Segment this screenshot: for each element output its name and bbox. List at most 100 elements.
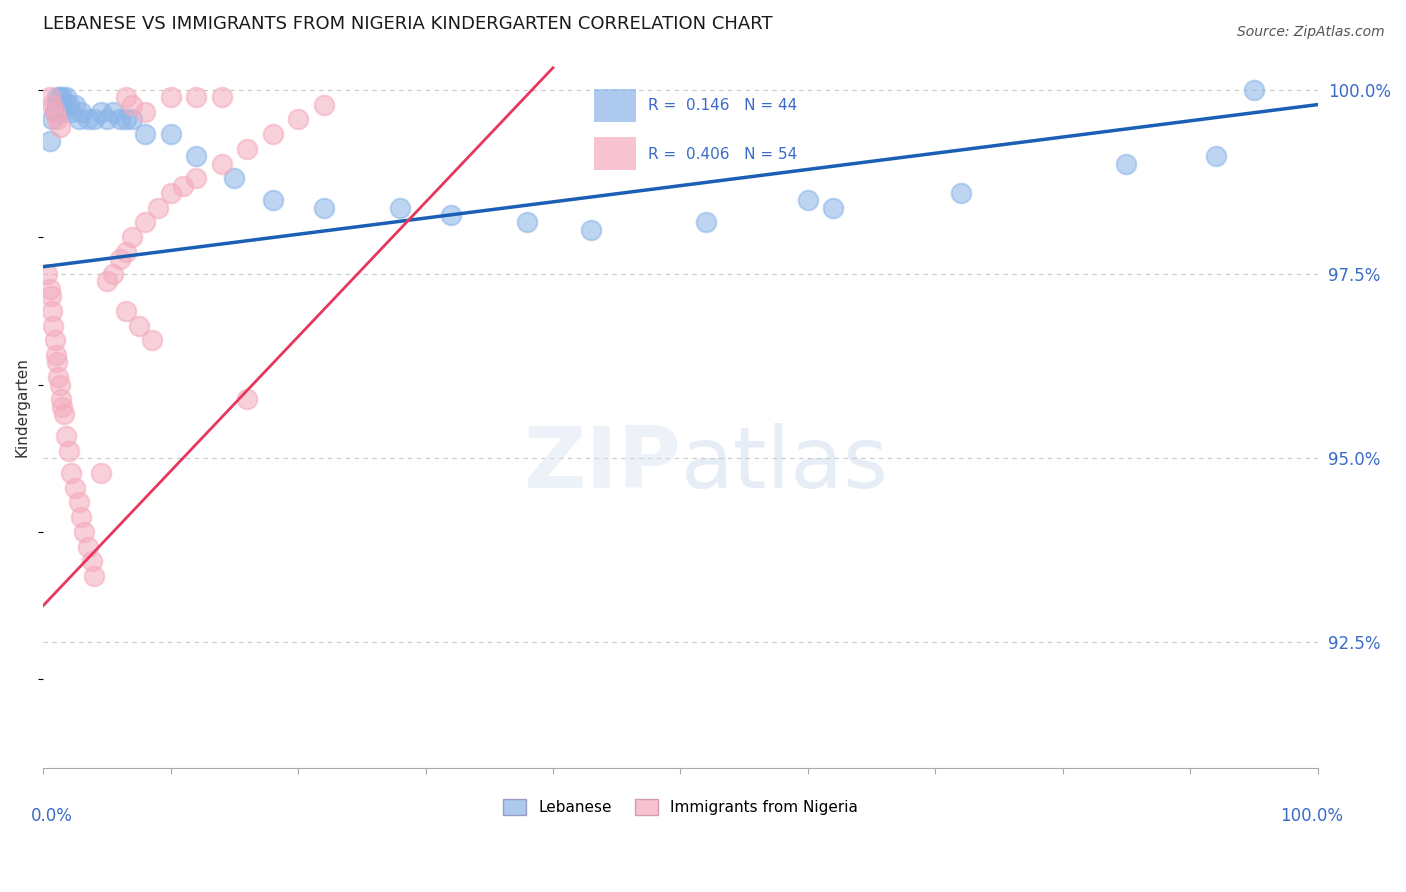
Point — [262, 194, 284, 208]
Point — [48, 370, 70, 384]
Text: Source: ZipAtlas.com: Source: ZipAtlas.com — [1237, 25, 1385, 39]
Point — [48, 105, 70, 120]
Point — [579, 223, 602, 237]
Point — [211, 90, 233, 104]
Point — [184, 171, 207, 186]
Point — [70, 510, 93, 524]
Point — [159, 127, 181, 141]
Point — [96, 112, 118, 127]
Point — [83, 112, 105, 127]
Point — [49, 120, 72, 134]
Point — [159, 186, 181, 200]
Point — [46, 355, 69, 369]
Text: 100.0%: 100.0% — [1279, 807, 1343, 825]
Point — [60, 466, 83, 480]
Point — [67, 112, 90, 127]
Point — [134, 127, 156, 141]
Point — [287, 112, 309, 127]
Point — [76, 112, 98, 127]
Point — [42, 318, 65, 333]
Point — [1115, 156, 1137, 170]
Point — [58, 443, 80, 458]
Point — [48, 97, 70, 112]
Point — [45, 105, 67, 120]
Point — [49, 105, 72, 120]
Point — [236, 142, 259, 156]
Point — [103, 267, 125, 281]
Point — [108, 112, 131, 127]
Point — [76, 540, 98, 554]
Point — [49, 392, 72, 407]
Text: ZIP: ZIP — [523, 423, 681, 506]
Point — [80, 554, 103, 568]
Point — [797, 194, 820, 208]
Point — [51, 400, 73, 414]
Point — [58, 97, 80, 112]
Point — [44, 105, 66, 120]
Point — [389, 201, 412, 215]
Point — [184, 90, 207, 104]
Point — [184, 149, 207, 163]
Point — [115, 112, 138, 127]
Point — [52, 407, 75, 421]
Point — [262, 127, 284, 141]
Point — [67, 495, 90, 509]
Point — [38, 135, 60, 149]
Point — [224, 171, 246, 186]
Point — [96, 275, 118, 289]
Text: atlas: atlas — [681, 423, 889, 506]
Point — [121, 97, 143, 112]
Point — [60, 105, 83, 120]
Point — [134, 215, 156, 229]
Point — [823, 201, 845, 215]
Point — [44, 105, 66, 120]
Point — [55, 90, 77, 104]
Point — [115, 304, 138, 318]
Point — [46, 90, 69, 104]
Point — [55, 429, 77, 443]
Point — [44, 334, 66, 348]
Point — [516, 215, 538, 229]
Point — [38, 90, 60, 104]
Point — [49, 90, 72, 104]
Point — [49, 377, 72, 392]
Point — [83, 569, 105, 583]
Point — [39, 289, 62, 303]
Point — [312, 201, 335, 215]
Point — [159, 90, 181, 104]
Point — [45, 97, 67, 112]
Point — [128, 318, 150, 333]
Point — [70, 105, 93, 120]
Text: 0.0%: 0.0% — [31, 807, 72, 825]
Point — [90, 466, 112, 480]
Point — [312, 97, 335, 112]
Point — [73, 524, 96, 539]
Point — [236, 392, 259, 407]
Point — [63, 481, 86, 495]
Point — [121, 112, 143, 127]
Point — [45, 348, 67, 362]
Text: LEBANESE VS IMMIGRANTS FROM NIGERIA KINDERGARTEN CORRELATION CHART: LEBANESE VS IMMIGRANTS FROM NIGERIA KIND… — [44, 15, 773, 33]
Point — [949, 186, 972, 200]
Point — [1205, 149, 1227, 163]
Point — [440, 208, 463, 222]
Point — [52, 97, 75, 112]
Point — [121, 230, 143, 244]
Point — [35, 267, 58, 281]
Point — [90, 105, 112, 120]
Y-axis label: Kindergarten: Kindergarten — [15, 357, 30, 457]
Point — [1243, 83, 1265, 97]
Point — [172, 178, 194, 193]
Point — [46, 112, 69, 127]
Point — [51, 90, 73, 104]
Point — [103, 105, 125, 120]
Point — [695, 215, 717, 229]
Point — [211, 156, 233, 170]
Point — [51, 97, 73, 112]
Point — [38, 282, 60, 296]
Point — [141, 334, 163, 348]
Point — [134, 105, 156, 120]
Point — [41, 97, 63, 112]
Point — [41, 112, 63, 127]
Point — [146, 201, 169, 215]
